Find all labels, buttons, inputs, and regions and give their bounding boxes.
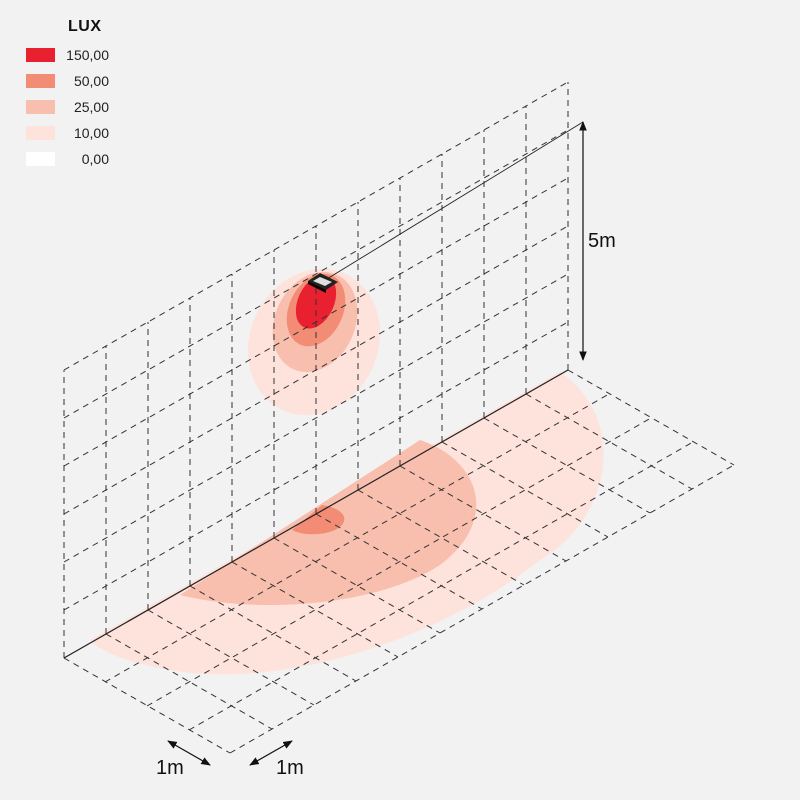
legend-title: LUX — [68, 18, 102, 35]
legend-swatch — [26, 74, 55, 88]
wall-grid — [63, 81, 569, 658]
legend-item: 150,00 — [26, 42, 109, 68]
legend-swatch — [26, 152, 55, 166]
floor-light-pool — [90, 372, 604, 675]
legend-swatch — [26, 48, 55, 62]
legend-item: 25,00 — [26, 94, 109, 120]
floor-zone-50 — [292, 505, 345, 535]
legend-label: 25,00 — [73, 99, 109, 115]
mounting-height-line — [321, 121, 584, 283]
grid-dimension-y: 1m — [249, 740, 304, 779]
legend-item: 0,00 — [26, 146, 109, 172]
legend-label: 10,00 — [73, 125, 109, 141]
height-dimension: 5m — [579, 121, 616, 361]
luminaire-icon — [308, 273, 338, 293]
legend-swatch — [26, 126, 55, 140]
legend-item: 50,00 — [26, 68, 109, 94]
grid-dimension-x: 1m — [156, 740, 211, 779]
legend-label: 150,00 — [66, 47, 109, 63]
legend-swatch — [26, 100, 55, 114]
grid-y-label: 1m — [276, 757, 304, 779]
legend-label: 50,00 — [73, 73, 109, 89]
height-label: 5m — [588, 230, 616, 252]
legend-label: 0,00 — [81, 151, 109, 167]
wall-light-pool — [247, 268, 381, 416]
grid-x-label: 1m — [156, 757, 184, 779]
legend-item: 10,00 — [26, 120, 109, 146]
lux-legend: LUX 150,00 50,00 25,00 10,00 0,00 — [26, 18, 109, 172]
wall-floor-edge — [63, 369, 569, 659]
floor-grid — [63, 369, 735, 754]
